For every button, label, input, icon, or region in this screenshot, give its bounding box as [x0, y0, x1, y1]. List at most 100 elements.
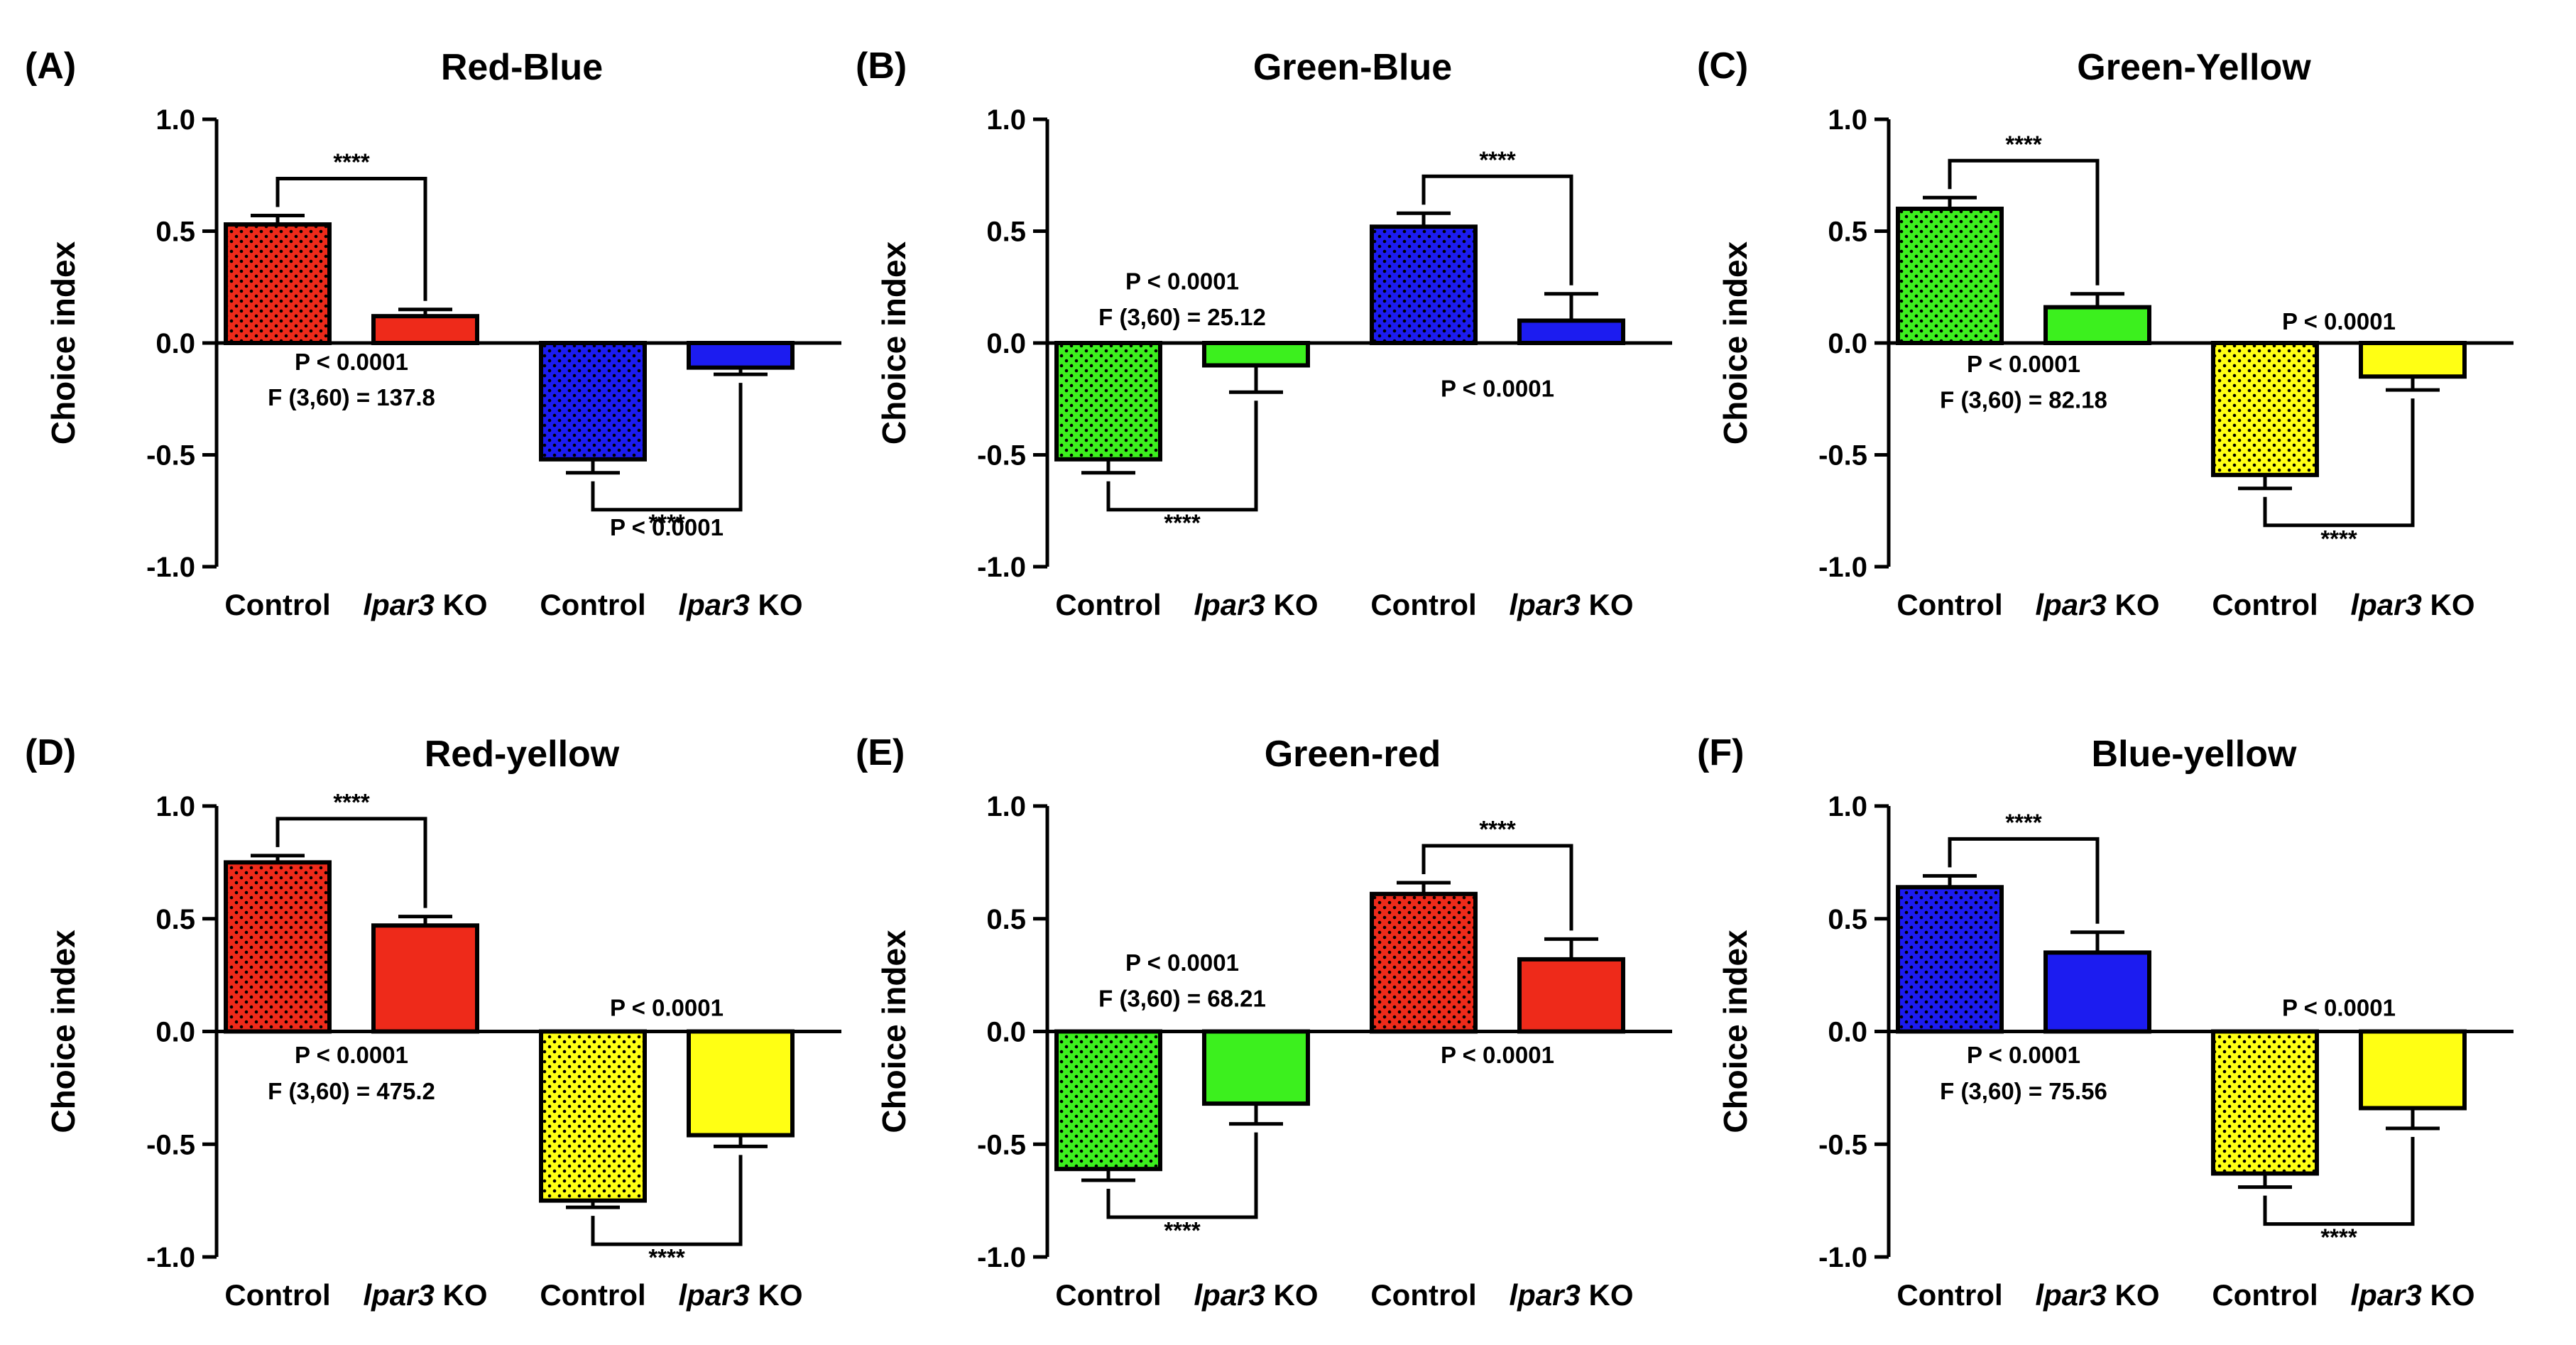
category-name: Control	[1055, 1278, 1161, 1312]
bar-3-dot-texture	[543, 345, 643, 457]
stat-annotation-1: P < 0.0001	[1125, 949, 1239, 976]
y-tick-label: 0.0	[155, 1017, 195, 1048]
bar-3-dot-texture	[543, 1033, 643, 1199]
bar-4	[1517, 318, 1625, 345]
panel-d: (D) Red-yellow Choice index 1.0 0.5 0.0 -0.5 -1…	[25, 732, 841, 1312]
significance-stars-1: ****	[1164, 1217, 1201, 1243]
panels-layer: (A) Red-Blue Choice index 1.0 0.5 0.0 -0.5 -1.0…	[25, 45, 2514, 1312]
category-label-4: lpar3 KO	[1509, 588, 1633, 621]
panel-label: (B)	[856, 45, 907, 87]
y-tick-label: -0.5	[977, 440, 1026, 472]
stat-annotation-3: P < 0.0001	[2282, 308, 2396, 334]
significance-bracket-1	[1948, 158, 2100, 285]
bar-2	[1202, 1029, 1310, 1106]
y-tick-label: -0.5	[146, 1129, 195, 1160]
y-tick-label: 1.0	[155, 791, 195, 822]
panel-label: (F)	[1697, 732, 1744, 773]
y-tick-label: -0.5	[977, 1129, 1026, 1160]
category-gene-italic: lpar3	[678, 588, 749, 621]
significance-stars-2: ****	[2320, 526, 2357, 552]
y-axis-label: Choice index	[45, 930, 82, 1133]
panel-label: (C)	[1697, 45, 1748, 87]
category-name: Control	[224, 1278, 330, 1312]
significance-bracket-2	[2263, 1137, 2415, 1226]
stat-annotation-2: F (3,60) = 82.18	[1940, 386, 2107, 413]
category-name: Control	[1896, 588, 2002, 621]
y-tick-label: 0.0	[155, 328, 195, 359]
y-axis-label: Choice index	[875, 241, 912, 445]
category-label-2: lpar3 KO	[2035, 1278, 2159, 1312]
category-name: Control	[1370, 588, 1476, 621]
bar-3-dot-texture	[1374, 895, 1473, 1030]
category-label-4: lpar3 KO	[2350, 588, 2474, 621]
category-gene-italic: lpar3	[2350, 1278, 2421, 1312]
y-tick-label: 0.5	[155, 904, 195, 935]
stat-annotation-3: P < 0.0001	[610, 994, 724, 1020]
y-tick-label: 0.0	[1828, 328, 1867, 359]
category-gene-italic: lpar3	[2035, 588, 2106, 621]
category-label-1: Control	[224, 588, 330, 621]
panel-a: (A) Red-Blue Choice index 1.0 0.5 0.0 -0.5 -1.0…	[25, 45, 841, 621]
category-gene-italic: lpar3	[2350, 588, 2421, 621]
stat-annotation-1: P < 0.0001	[295, 349, 408, 375]
bar-3-dot-texture	[1374, 229, 1473, 341]
category-gene-italic: lpar3	[1509, 1278, 1580, 1312]
y-tick-label: 0.0	[986, 1017, 1026, 1048]
stat-annotation-1: P < 0.0001	[1125, 268, 1239, 294]
significance-stars-1: ****	[333, 789, 370, 815]
significance-stars-1: ****	[333, 148, 370, 175]
category-name: Control	[2212, 1278, 2318, 1312]
category-name: KO	[750, 588, 803, 621]
panel-label: (D)	[25, 732, 76, 773]
y-tick-label: 1.0	[986, 104, 1026, 136]
panel-b: (B) Green-Blue Choice index 1.0 0.5 0.0 -0.5 -1…	[856, 45, 1672, 621]
y-tick-label: -1.0	[146, 1242, 195, 1273]
panel-title: Green-red	[1265, 734, 1441, 775]
significance-bracket-2	[591, 1155, 743, 1246]
significance-bracket-2	[2263, 398, 2415, 528]
stat-annotation-3: P < 0.0001	[1441, 1042, 1554, 1068]
category-label-4: lpar3 KO	[678, 588, 802, 621]
category-name: KO	[1265, 1278, 1319, 1312]
stat-annotation-2: F (3,60) = 25.12	[1098, 304, 1266, 330]
category-name: Control	[2212, 588, 2318, 621]
stat-annotation-2: F (3,60) = 475.2	[268, 1078, 435, 1104]
bar-3-dot-texture	[2215, 345, 2315, 473]
y-axis-label: Choice index	[45, 241, 82, 445]
stat-annotation-1: P < 0.0001	[1967, 351, 2080, 377]
category-name: Control	[224, 588, 330, 621]
category-label-3: Control	[540, 588, 645, 621]
y-tick-label: -0.5	[146, 440, 195, 472]
category-name: KO	[1581, 1278, 1634, 1312]
significance-bracket-2	[1421, 844, 1573, 931]
significance-stars-2: ****	[1479, 146, 1516, 173]
y-tick-label: 0.0	[986, 328, 1026, 359]
significance-bracket-1	[275, 817, 427, 908]
y-axis-label: Choice index	[1717, 241, 1754, 445]
y-tick-label: 0.5	[986, 217, 1026, 248]
significance-stars-2: ****	[648, 1244, 685, 1270]
y-axis-label: Choice index	[875, 930, 912, 1133]
category-name: Control	[540, 1278, 645, 1312]
stat-annotation-3: P < 0.0001	[1441, 376, 1554, 402]
category-name: Control	[1896, 1278, 2002, 1312]
bar-3-dot-texture	[2215, 1033, 2315, 1172]
stat-annotation-3: P < 0.0001	[610, 514, 724, 540]
y-tick-label: -0.5	[1818, 440, 1867, 472]
bar-4	[2359, 1029, 2467, 1111]
category-label-4: lpar3 KO	[2350, 1278, 2474, 1312]
category-gene-italic: lpar3	[2035, 1278, 2106, 1312]
bar-4	[687, 1029, 795, 1138]
y-tick-label: -1.0	[146, 552, 195, 583]
category-label-1: Control	[224, 1278, 330, 1312]
category-label-1: Control	[1896, 1278, 2002, 1312]
category-name: Control	[1055, 588, 1161, 621]
category-label-2: lpar3 KO	[2035, 588, 2159, 621]
bar-4	[687, 341, 795, 370]
bar-1-dot-texture	[228, 864, 327, 1030]
bar-2	[1202, 341, 1310, 368]
significance-bracket-1	[1948, 837, 2100, 924]
category-name: Control	[1370, 1278, 1476, 1312]
bar-1-dot-texture	[1059, 345, 1158, 457]
bar-1-dot-texture	[1900, 211, 1999, 341]
